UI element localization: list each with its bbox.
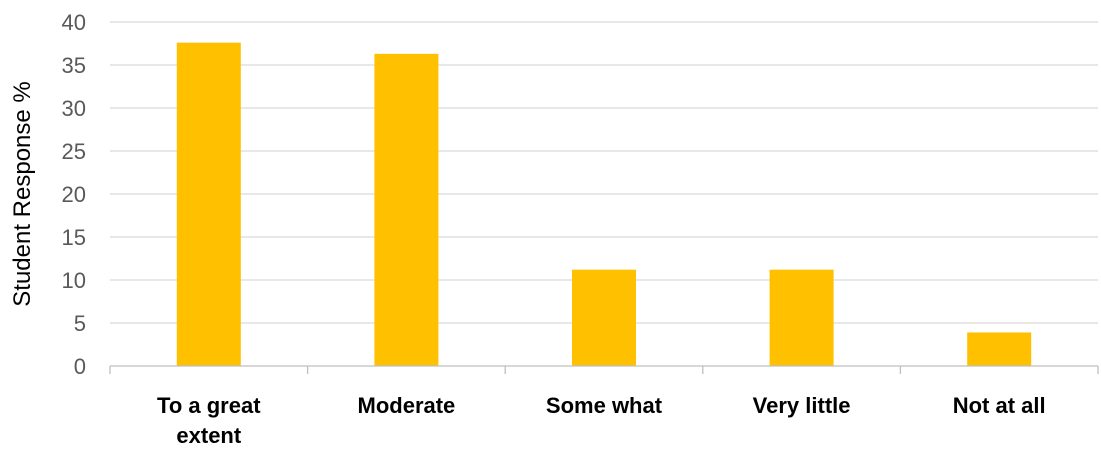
bar <box>374 53 439 366</box>
y-axis-ticks: 0 5 10 15 20 25 30 35 40 <box>62 10 86 379</box>
y-tick-label: 10 <box>62 268 86 293</box>
category-label: Very little <box>753 393 851 418</box>
gridlines <box>110 21 1098 324</box>
y-axis-title: Student Response % <box>9 81 36 306</box>
y-tick-label: 5 <box>74 311 86 336</box>
y-tick-label: 25 <box>62 139 86 164</box>
x-axis-ticks <box>109 366 1099 374</box>
bar <box>176 42 241 366</box>
category-label: Not at all <box>953 393 1046 418</box>
bar <box>572 269 636 366</box>
bar <box>769 269 834 366</box>
y-tick-label: 0 <box>74 354 86 379</box>
y-tick-label: 35 <box>62 53 86 78</box>
bar <box>967 332 1032 366</box>
category-labels: To a great extent Moderate Some what Very li… <box>157 393 1046 448</box>
y-tick-label: 40 <box>62 10 86 35</box>
category-label: Some what <box>546 393 663 418</box>
y-tick-label: 30 <box>62 96 86 121</box>
category-label: To a great extent <box>157 393 261 448</box>
y-tick-label: 20 <box>62 182 86 207</box>
y-tick-label: 15 <box>62 225 86 250</box>
bars <box>176 42 1032 366</box>
category-label: Moderate <box>358 393 456 418</box>
